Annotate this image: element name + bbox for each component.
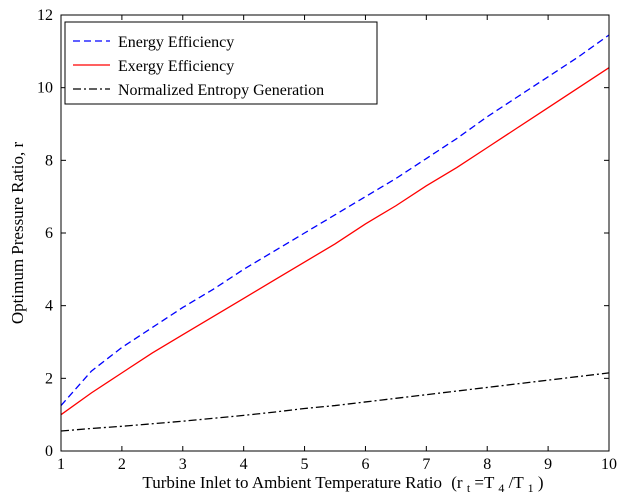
series-line-0 — [60, 34, 610, 407]
x-tick-label: 8 — [483, 456, 491, 473]
x-tick-label: 1 — [57, 456, 65, 473]
x-tick-label: 4 — [240, 456, 248, 473]
y-tick-label: 4 — [45, 298, 53, 315]
x-axis-label-sub2: 4 — [498, 481, 504, 495]
x-tick-label: 3 — [179, 456, 187, 473]
x-axis-label-close: ) — [538, 473, 544, 492]
x-axis-label-slash: /T — [509, 473, 525, 492]
x-tick-label: 2 — [118, 456, 126, 473]
x-axis-label-open: (r — [451, 473, 463, 492]
legend-label-exergy: Exergy Efficiency — [118, 58, 234, 75]
x-tick-label: 10 — [601, 456, 617, 473]
series-line-2 — [60, 372, 610, 432]
x-tick-label: 7 — [422, 456, 430, 473]
y-axis-label: Optimum Pressure Ratio, r — [8, 142, 27, 325]
series-line-1 — [60, 67, 610, 416]
x-axis-label-main: Turbine Inlet to Ambient Temperature Rat… — [142, 473, 442, 492]
legend: Energy Efficiency Exergy Efficiency Norm… — [64, 21, 378, 105]
legend-label-entropy: Normalized Entropy Generation — [118, 82, 324, 99]
x-axis-label: Turbine Inlet to Ambient Temperature Rat… — [142, 473, 543, 496]
legend-label-energy: Energy Efficiency — [118, 34, 234, 51]
y-tick-label: 8 — [45, 152, 53, 169]
y-tick-label: 2 — [45, 370, 53, 387]
y-tick-label: 0 — [45, 443, 53, 460]
legend-box — [64, 21, 378, 105]
y-tick-label: 6 — [45, 225, 53, 242]
x-axis-label-sub1: t — [467, 481, 471, 495]
y-tick-label: 10 — [37, 80, 53, 97]
x-axis-label-mid: =T — [474, 473, 495, 492]
x-tick-label: 6 — [361, 456, 369, 473]
series-layer — [60, 34, 610, 432]
y-tick-label: 12 — [37, 7, 53, 24]
x-axis-label-sub3: 1 — [528, 481, 534, 495]
x-tick-label: 5 — [301, 456, 309, 473]
x-tick-label: 9 — [544, 456, 552, 473]
plot-frame — [60, 14, 610, 452]
